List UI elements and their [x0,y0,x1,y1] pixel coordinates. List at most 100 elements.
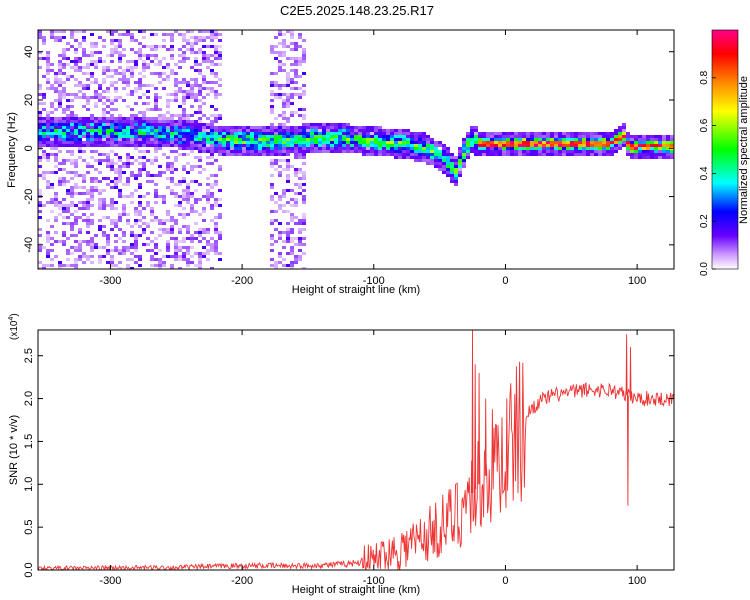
spectrogram-cell [94,60,98,63]
spectrogram-cell [490,141,494,144]
spectrogram-cell [166,156,170,159]
spectrogram-cell [66,132,70,135]
spectrogram-cell [198,183,202,186]
spectrogram-cell [302,135,306,138]
spectrogram-cell [450,174,454,177]
spectrogram-cell [138,213,142,216]
spectrogram-cell [250,126,254,129]
spectrogram-cell [302,90,306,93]
spectrogram-cell [174,129,178,132]
spectrogram-cell [126,66,130,69]
spectrogram-cell [182,135,186,138]
spectrogram-cell [114,99,118,102]
spectrogram-cell [86,78,90,81]
spectrogram-cell [110,135,114,138]
spectrogram-cell [414,144,418,147]
spectrogram-cell [146,102,150,105]
spectrogram-cell [142,144,146,147]
spectrogram-cell [94,186,98,189]
spectrogram-cell [266,129,270,132]
spectrogram-cell [106,159,110,162]
spectrogram-cell [494,135,498,138]
spectrogram-cell [54,120,58,123]
spectrogram-cell [258,141,262,144]
spectrogram-cell [546,144,550,147]
spectrogram-cell [54,138,58,141]
spectrogram-cell [626,144,630,147]
spectrogram-cell [370,153,374,156]
spectrogram-cell [174,93,178,96]
spectrogram-cell [170,144,174,147]
spectrogram-cell [190,180,194,183]
spectrogram-cell [74,117,78,120]
spectrogram-cell [186,144,190,147]
spectrogram-cell [146,138,150,141]
spectrogram-cell [450,171,454,174]
spectrogram-cell [58,132,62,135]
spectrogram-cell [138,171,142,174]
spectrogram-cell [54,39,58,42]
spectrogram-cell [178,90,182,93]
spectrogram-cell [50,117,54,120]
spectrogram-cell [86,255,90,258]
spectrogram-cell [214,198,218,201]
spectrogram-cell [174,240,178,243]
spectrogram-cell [130,120,134,123]
spectrogram-cell [246,153,250,156]
spectrogram-cell [186,81,190,84]
spectrogram-cell [242,132,246,135]
spectrogram-cell [142,129,146,132]
spectrogram-cell [646,156,650,159]
spectrogram-cell [174,192,178,195]
spectrogram-cell [666,135,670,138]
spectrogram-cell [326,150,330,153]
spectrogram-cell [122,195,126,198]
spectrogram-cell [358,135,362,138]
spectrogram-cell [506,138,510,141]
spectrogram-cell [290,102,294,105]
spectrogram-cell [50,30,54,33]
y-tick-label: 0.0 [23,562,35,577]
spectrogram-cell [46,78,50,81]
spectrogram-cell [518,141,522,144]
spectrogram-cell [82,36,86,39]
spectrogram-cell [138,162,142,165]
spectrogram-cell [458,153,462,156]
spectrogram-cell [310,132,314,135]
spectrogram-cell [186,141,190,144]
spectrogram-cell [126,165,130,168]
spectrogram-cell [198,48,202,51]
spectrogram-cell [302,198,306,201]
spectrogram-cell [58,261,62,264]
spectrogram-cell [102,111,106,114]
spectrogram-cell [378,144,382,147]
spectrogram-cell [490,132,494,135]
spectrogram-cell [638,135,642,138]
spectrogram-cell [206,150,210,153]
spectrogram-cell [78,84,82,87]
spectrogram-cell [130,72,134,75]
spectrogram-cell [270,174,274,177]
spectrogram-cell [266,153,270,156]
spectrogram-cell [74,57,78,60]
spectrogram-cell [94,132,98,135]
spectrogram-cell [262,126,266,129]
spectrogram-cell [42,129,46,132]
spectrogram-cell [102,207,106,210]
spectrogram-cell [138,174,142,177]
spectrogram-cell [198,255,202,258]
spectrogram-cell [214,159,218,162]
spectrogram-cell [298,249,302,252]
spectrogram-cell [218,126,222,129]
spectrogram-cell [290,33,294,36]
spectrogram-cell [138,54,142,57]
spectrogram-cell [222,129,226,132]
spectrogram-cell [418,153,422,156]
spectrogram-cell [122,135,126,138]
spectrogram-cell [226,144,230,147]
spectrogram-cell [66,207,70,210]
spectrogram-cell [206,144,210,147]
spectrogram-cell [578,147,582,150]
spectrogram-cell [198,240,202,243]
spectrogram-cell [50,132,54,135]
